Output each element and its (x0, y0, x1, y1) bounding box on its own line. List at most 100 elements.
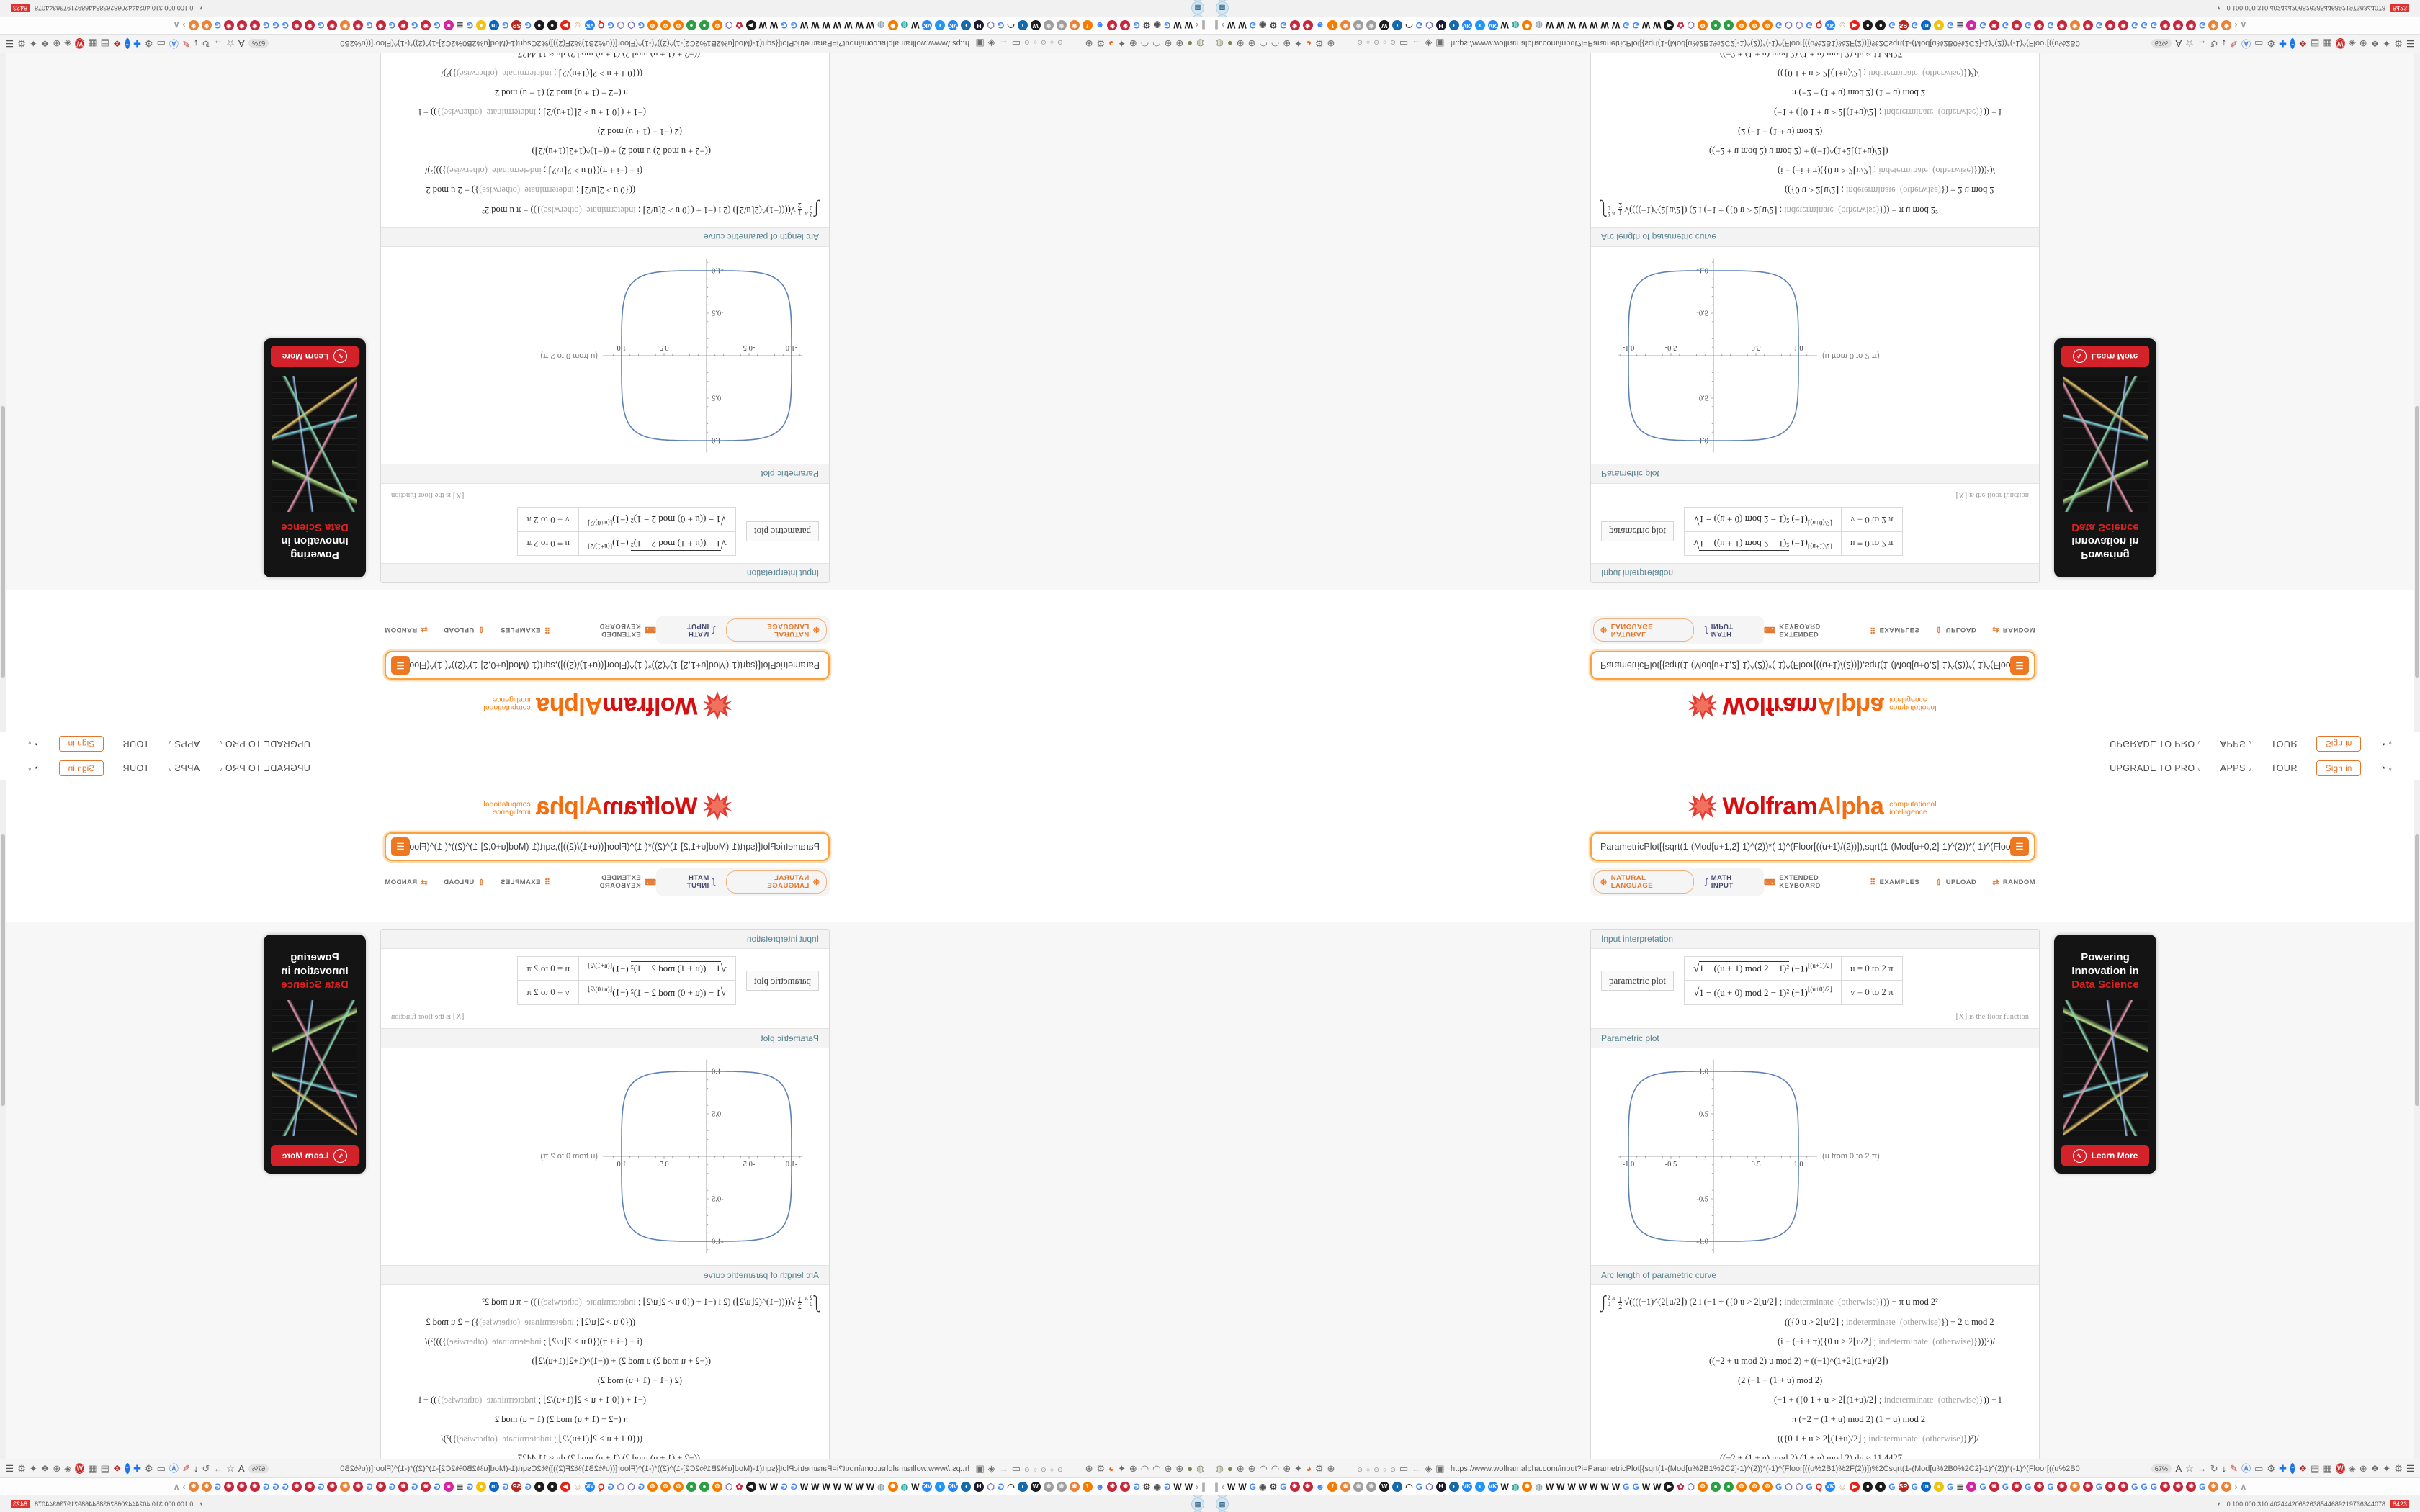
sidebar-ad[interactable]: Powering Innovation in Data Science ∿ Lear… (2054, 338, 2156, 577)
bookmark-favicon[interactable]: W (866, 1481, 875, 1492)
browser-extension-icon[interactable]: ⊕ (1164, 1462, 1173, 1474)
browser-extension-icon[interactable]: ❖ (112, 1462, 122, 1474)
bookmark-favicon[interactable]: ❋ (249, 1481, 260, 1492)
bookmark-favicon[interactable]: ● (1711, 1481, 1721, 1492)
learn-more-button[interactable]: ∿ Learn More (271, 346, 359, 367)
bookmark-favicon[interactable]: ❋ (1107, 20, 1118, 31)
bookmark-favicon[interactable]: W (1500, 20, 1509, 31)
natural-language-tab[interactable]: ❊ NATURAL LANGUAGE (725, 870, 827, 894)
bookmark-favicon[interactable]: ❋ (2160, 1481, 2171, 1492)
bookmark-favicon[interactable]: H (1435, 20, 1446, 31)
bookmark-favicon[interactable]: ⚙ (1762, 1481, 1773, 1492)
bookmark-favicon[interactable]: G (1133, 1481, 1140, 1492)
browser-extension-icon[interactable]: ⚙ (1096, 1462, 1106, 1474)
bookmark-favicon[interactable]: W (1030, 20, 1041, 31)
bookmark-favicon[interactable]: ✿ (1677, 1481, 1685, 1492)
bookmark-favicon[interactable]: W (1379, 20, 1390, 31)
bookmark-favicon[interactable]: G (411, 1481, 418, 1492)
bookmark-favicon[interactable]: G (1280, 20, 1287, 31)
expander-icon[interactable]: ∧ (198, 4, 204, 12)
bookmark-favicon[interactable]: ⚙ (1749, 1481, 1760, 1492)
browser-extension-icon[interactable]: ✚ (2279, 1462, 2287, 1474)
bookmark-favicon[interactable]: ❋ (1353, 20, 1364, 31)
apps-link[interactable]: APPS∨ (168, 739, 200, 750)
bookmark-favicon[interactable]: ☺ (1838, 20, 1847, 31)
bookmark-favicon[interactable]: VK (1825, 1481, 1836, 1492)
nav-control-icon[interactable]: ▭ (1399, 38, 1409, 50)
browser-extension-icon[interactable]: ⊕ (1247, 38, 1256, 50)
bookmark-favicon[interactable]: G (388, 1481, 395, 1492)
bookmark-favicon[interactable]: ◗ (961, 20, 972, 31)
language-globe-button[interactable]: ◔∨ (2380, 739, 2393, 750)
bookmark-favicon[interactable]: ◍ (1511, 1481, 1520, 1492)
examples-button[interactable]: ⠿ EXAMPLES (1870, 878, 1920, 887)
browser-extension-icon[interactable]: ◕ (1306, 1462, 1312, 1474)
browser-extension-icon[interactable]: ↻ (202, 38, 210, 50)
bookmark-favicon[interactable]: H (1435, 1481, 1446, 1492)
browser-extension-icon[interactable]: ✎ (2230, 1462, 2238, 1474)
bookmark-favicon[interactable]: G (790, 20, 797, 31)
bookmark-favicon[interactable]: ❋ (2186, 1481, 2197, 1492)
browser-extension-icon[interactable]: ◈ (2348, 1462, 2356, 1474)
browser-extension-icon[interactable]: Ⓐ (169, 1462, 179, 1474)
taskbar-app-icon[interactable]: ▤ (1216, 1495, 1229, 1498)
bookmark-favicon[interactable]: SR (1898, 1481, 1909, 1492)
bookmark-favicon[interactable]: VK (1825, 20, 1836, 31)
taskbar-app-icon[interactable]: ▤ (1216, 1511, 1229, 1512)
browser-extension-icon[interactable]: ⊕ (1327, 38, 1335, 50)
bookmark-favicon[interactable]: G (2141, 20, 2148, 31)
bookmark-favicon[interactable]: W (769, 1481, 779, 1492)
browser-extension-icon[interactable]: ⚙ (1096, 38, 1106, 50)
bookmark-favicon[interactable]: ≣ (456, 1481, 464, 1492)
nav-control-icon[interactable]: ← (1412, 1462, 1422, 1474)
browser-extension-icon[interactable]: ⊕ (1327, 1462, 1335, 1474)
bookmark-favicon[interactable]: G (282, 1481, 289, 1492)
scrollbar-thumb[interactable] (1, 834, 5, 1107)
bookmark-favicon[interactable]: ◖ (935, 20, 946, 31)
browser-extension-icon[interactable]: ☰ (5, 38, 14, 50)
browser-extension-icon[interactable]: ✦ (1294, 1462, 1303, 1474)
bookmark-favicon[interactable]: ◙ (443, 1481, 454, 1492)
page-scrollbar[interactable] (0, 53, 6, 732)
submit-query-button[interactable]: ☰ (2010, 837, 2029, 856)
bookmark-favicon[interactable]: W (833, 20, 842, 31)
bookmark-favicon[interactable]: ⬡ (987, 20, 995, 31)
bookmark-favicon[interactable]: ⬡ (627, 1481, 635, 1492)
expander-icon[interactable]: ∧ (198, 1500, 204, 1508)
browser-extension-icon[interactable]: Ⓐ (169, 38, 179, 50)
bookmark-favicon[interactable]: ⚙ (712, 20, 722, 31)
taskbar-app-icon[interactable]: ▤ (1191, 14, 1204, 17)
bookmark-favicon[interactable]: ◠ (1007, 20, 1015, 31)
bookmark-favicon[interactable]: ❋ (2069, 1481, 2080, 1492)
browser-extension-icon[interactable]: A (2175, 1462, 2182, 1474)
natural-language-tab[interactable]: ❊ NATURAL LANGUAGE (1593, 870, 1695, 894)
browser-extension-icon[interactable]: ◍ (1215, 38, 1224, 50)
browser-extension-icon[interactable]: ◈ (2348, 38, 2356, 50)
bookmark-favicon[interactable]: W (1567, 1481, 1576, 1492)
query-input[interactable]: ParametricPlot[{sqrt(1-(Mod[u+1,2]-1)^(2… (1590, 832, 2035, 861)
query-input-value[interactable]: ParametricPlot[{sqrt(1-(Mod[u+1,2]-1)^(2… (410, 660, 820, 670)
bookmark-favicon[interactable]: ‹ (1222, 1481, 1224, 1492)
bookmark-favicon[interactable]: ⚙ (1736, 20, 1747, 31)
bookmark-favicon[interactable]: G (1632, 20, 1639, 31)
browser-extension-icon[interactable]: ↓ (193, 38, 199, 50)
bookmark-favicon[interactable]: ◉ (1153, 1481, 1161, 1492)
bookmark-favicon[interactable]: ⬡ (1795, 1481, 1803, 1492)
bookmark-favicon[interactable]: ❋ (1107, 1481, 1118, 1492)
browser-extension-icon[interactable]: ⚙ (2394, 1462, 2403, 1474)
bookmark-favicon[interactable]: ∧ (2240, 1481, 2247, 1492)
scrollbar-thumb[interactable] (2415, 405, 2419, 678)
bookmark-favicon[interactable]: VK (1461, 1481, 1472, 1492)
browser-extension-icon[interactable]: ✚ (2279, 38, 2287, 50)
bookmark-favicon[interactable]: G (2002, 1481, 2009, 1492)
bookmark-favicon[interactable]: ◍ (900, 20, 909, 31)
bookmark-favicon[interactable]: ◍ (1535, 1481, 1543, 1492)
bookmark-favicon[interactable]: ❋ (1056, 20, 1067, 31)
bookmark-favicon[interactable]: G (317, 20, 325, 31)
submit-query-button[interactable]: ☰ (391, 656, 410, 675)
apps-link[interactable]: APPS∨ (168, 762, 200, 773)
browser-extension-icon[interactable]: ◍ (1196, 1462, 1205, 1474)
nav-control-icon[interactable]: ▣ (975, 38, 985, 50)
bookmark-favicon[interactable]: ◖ (935, 1481, 946, 1492)
radio-indicator-icon[interactable]: ⊙ (1024, 39, 1030, 47)
